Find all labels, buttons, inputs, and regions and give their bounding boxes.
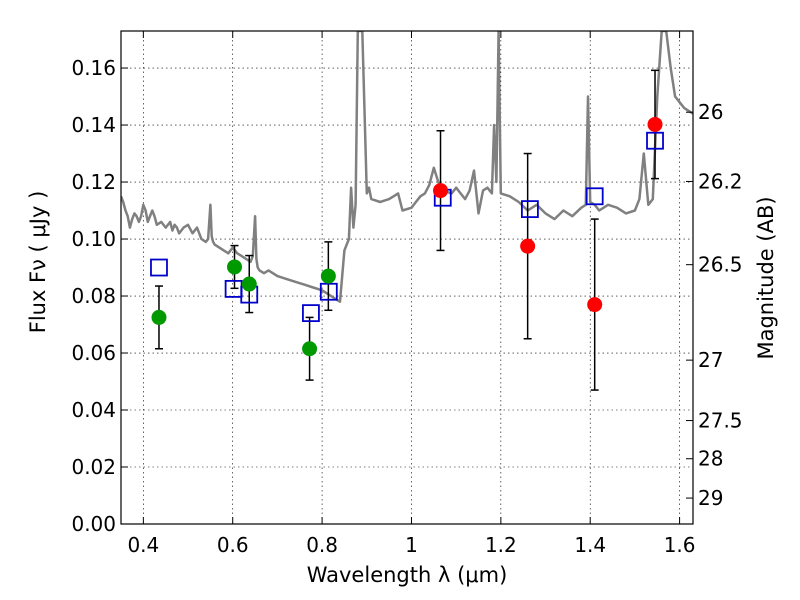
y-tick-label: 0.04 — [71, 398, 116, 422]
observed-nir-point — [647, 116, 663, 132]
y2-tick-label: 26 — [698, 100, 723, 124]
observed-nir-point — [433, 183, 449, 199]
model-photometry-square — [646, 131, 664, 150]
y2-axis: 26 26.2 26.5 27 27.5 28 29 — [686, 100, 743, 510]
model-photometry-square — [319, 282, 338, 301]
model-photometry-square — [585, 187, 604, 206]
y2-tick-label: 26.5 — [698, 253, 743, 277]
y-tick-label: 0.06 — [71, 341, 116, 365]
y2-tick-label: 27.5 — [698, 409, 743, 433]
y-axis: 0.00 0.02 0.04 0.06 0.08 0.10 0.12 0.14 0.16 — [71, 56, 128, 536]
grid — [121, 31, 693, 525]
y-tick-label: 0.08 — [71, 284, 116, 308]
x-tick-label: 1.2 — [485, 533, 517, 557]
y2-tick-label: 26.2 — [698, 169, 743, 193]
x-tick-label: 0.8 — [306, 533, 338, 557]
x-tick-label: 0.6 — [217, 533, 249, 557]
y-tick-label: 0.14 — [71, 113, 116, 137]
y2-tick-label: 28 — [698, 447, 723, 471]
x-tick-label: 1.4 — [574, 533, 606, 557]
y-tick-label: 0.16 — [71, 56, 116, 80]
y2-tick-label: 27 — [698, 348, 723, 372]
x-tick-label: 0.4 — [127, 533, 159, 557]
observed-optical-point — [227, 259, 243, 275]
y-axis-label: Flux Fν ( μJy ) — [26, 191, 50, 334]
spectrum-layer — [121, 31, 693, 303]
observed-optical-point — [302, 341, 318, 357]
observed-optical-point — [151, 309, 167, 325]
plot-frame — [120, 30, 694, 525]
y-tick-label: 0.12 — [71, 170, 116, 194]
points-layer — [151, 116, 663, 357]
y2-tick-label: 29 — [698, 486, 723, 510]
y-tick-label: 0.10 — [71, 227, 116, 251]
observed-nir-point — [520, 238, 536, 254]
y-tick-label: 0.00 — [71, 512, 116, 536]
x-axis: 0.4 0.6 0.8 1 1.2 1.4 1.6 — [127, 31, 696, 557]
observed-nir-point — [587, 297, 603, 313]
x-axis-label: Wavelength λ (μm) — [307, 563, 508, 587]
model-photometry-square — [302, 304, 320, 323]
squares-layer — [150, 131, 664, 323]
x-tick-label: 1 — [405, 533, 418, 557]
y-tick-label: 0.02 — [71, 455, 116, 479]
errorbars-layer — [154, 69, 660, 391]
model-photometry-square — [520, 200, 539, 219]
y2-axis-label: Magnitude (AB) — [754, 196, 778, 359]
observed-optical-point — [241, 276, 257, 292]
observed-optical-point — [320, 268, 336, 284]
x-tick-label: 1.6 — [664, 533, 696, 557]
model-photometry-square — [150, 258, 168, 277]
model-spectrum-line — [121, 31, 693, 303]
